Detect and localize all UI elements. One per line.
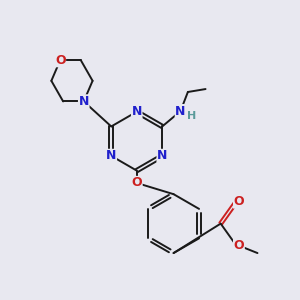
Text: O: O xyxy=(234,239,244,252)
Text: O: O xyxy=(131,176,142,190)
Text: N: N xyxy=(132,105,142,118)
Text: O: O xyxy=(234,195,244,208)
Text: N: N xyxy=(79,95,89,108)
Text: N: N xyxy=(106,149,116,162)
Text: N: N xyxy=(175,105,186,118)
Text: O: O xyxy=(55,54,65,67)
Text: H: H xyxy=(187,111,196,122)
Text: N: N xyxy=(157,149,167,162)
